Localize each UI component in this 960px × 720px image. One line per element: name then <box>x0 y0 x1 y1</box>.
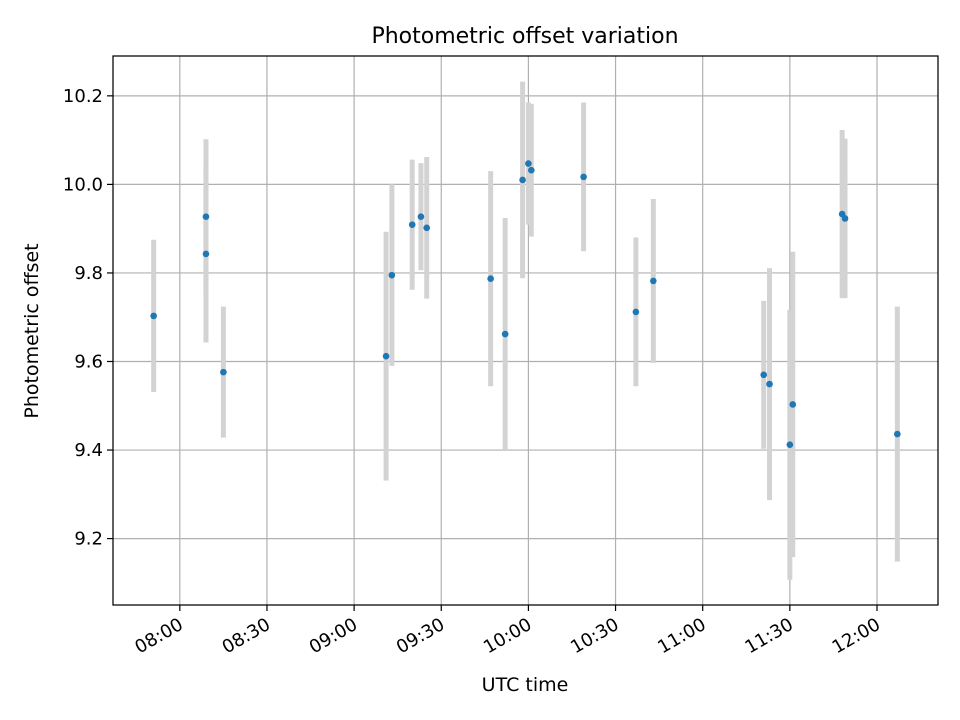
plot-area <box>113 56 938 605</box>
y-tick-label: 10.0 <box>63 174 103 195</box>
data-point <box>501 330 509 338</box>
data-point <box>388 271 396 279</box>
y-tick-label: 9.2 <box>74 529 103 550</box>
data-point <box>841 215 849 222</box>
data-point <box>382 352 390 360</box>
y-tick-label: 9.6 <box>74 351 103 372</box>
data-point <box>408 221 416 228</box>
data-point <box>580 173 587 181</box>
chart-title: Photometric offset variation <box>371 24 678 49</box>
data-point <box>525 160 532 167</box>
data-point <box>766 380 773 388</box>
data-point <box>202 250 210 258</box>
grid-lines <box>113 56 938 605</box>
data-point <box>632 308 640 316</box>
y-axis-label: Photometric offset <box>21 243 43 418</box>
data-point <box>894 430 901 438</box>
data-point <box>423 224 431 232</box>
y-tick-label: 10.2 <box>63 86 103 107</box>
y-axis-ticks: 9.2 9.4 9.6 9.8 10.0 10.2 <box>63 86 113 550</box>
data-point <box>487 275 494 282</box>
y-tick-label: 9.8 <box>74 263 103 284</box>
data-point <box>220 368 227 376</box>
data-point <box>789 401 797 408</box>
data-point <box>150 312 157 320</box>
data-points <box>150 160 901 449</box>
data-point <box>650 277 657 285</box>
data-point <box>786 441 794 449</box>
data-point <box>202 213 210 221</box>
data-point <box>417 213 425 221</box>
y-tick-label: 9.4 <box>74 440 103 461</box>
x-axis-label: UTC time <box>482 674 569 696</box>
data-point <box>528 166 535 174</box>
data-point <box>519 176 526 184</box>
plot-frame <box>112 55 939 606</box>
data-point <box>760 371 768 379</box>
